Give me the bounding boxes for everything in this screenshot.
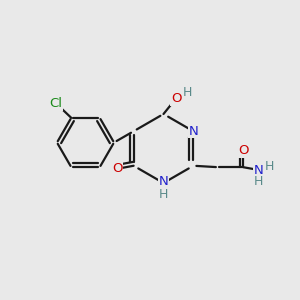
Text: H: H	[183, 86, 192, 99]
Text: H: H	[265, 160, 274, 173]
Text: N: N	[188, 125, 198, 138]
Text: N: N	[254, 164, 263, 177]
Text: H: H	[254, 175, 263, 188]
Text: O: O	[171, 92, 181, 105]
Text: H: H	[159, 188, 168, 201]
Text: Cl: Cl	[50, 97, 63, 110]
Text: O: O	[112, 162, 122, 175]
Text: O: O	[238, 144, 249, 157]
Text: N: N	[159, 175, 168, 188]
